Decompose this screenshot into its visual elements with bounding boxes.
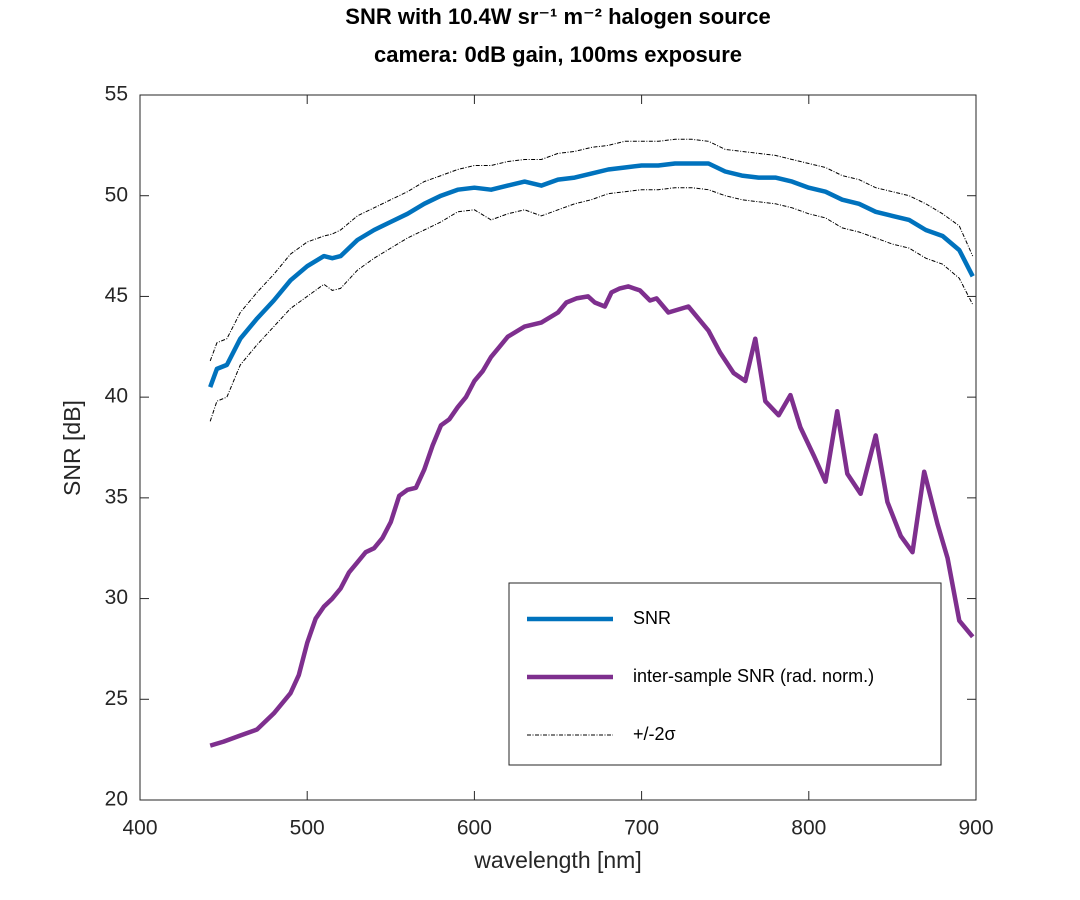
y-tick-label: 50 bbox=[105, 183, 128, 206]
y-tick-label: 40 bbox=[105, 385, 128, 408]
x-tick-label: 900 bbox=[958, 817, 993, 840]
x-tick-label: 600 bbox=[457, 817, 492, 840]
chart-subtitle: camera: 0dB gain, 100ms exposure bbox=[374, 42, 742, 67]
y-tick-label: 45 bbox=[105, 284, 128, 307]
x-tick-label: 800 bbox=[791, 817, 826, 840]
x-tick-label: 700 bbox=[624, 817, 659, 840]
legend-label: SNR bbox=[633, 608, 671, 628]
series-line bbox=[209, 187, 974, 422]
series-line bbox=[209, 284, 975, 748]
x-tick-label: 500 bbox=[290, 817, 325, 840]
plot-frame bbox=[139, 94, 977, 801]
chart-title: SNR with 10.4W sr⁻¹ m⁻² halogen source bbox=[345, 4, 770, 29]
x-axis-label: wavelength [nm] bbox=[473, 847, 641, 873]
legend-label: inter-sample SNR (rad. norm.) bbox=[633, 666, 874, 686]
y-tick-label: 25 bbox=[105, 687, 128, 710]
y-tick-label: 35 bbox=[105, 485, 128, 508]
x-tick-label: 400 bbox=[122, 817, 157, 840]
y-axis-label: SNR [dB] bbox=[59, 400, 85, 496]
y-tick-label: 20 bbox=[105, 788, 128, 811]
legend-label: +/-2σ bbox=[633, 724, 676, 744]
y-tick-label: 55 bbox=[105, 83, 128, 106]
y-tick-label: 30 bbox=[105, 586, 128, 609]
series-line bbox=[208, 161, 975, 388]
